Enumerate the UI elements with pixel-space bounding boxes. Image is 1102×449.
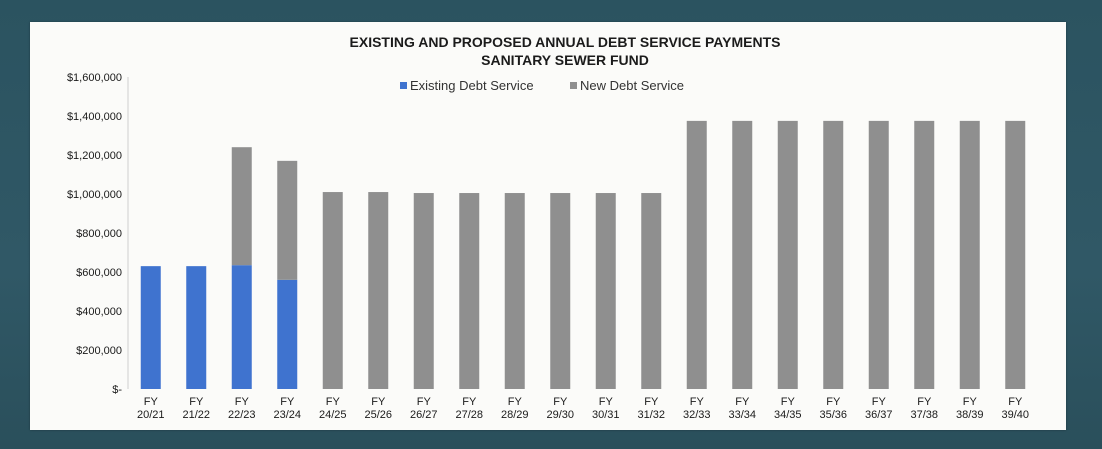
y-tick-label: $600,000 bbox=[76, 267, 122, 279]
bar-new-debt-service bbox=[504, 193, 525, 389]
x-axis: FY 20/21 FY 21/22 FY 22/23 FY 23/24 FY 24/25 FY 25/… bbox=[137, 396, 1029, 421]
bar-new-debt-service bbox=[277, 160, 298, 280]
x-tick-label: FY 26/27 bbox=[410, 396, 438, 421]
bar-new-debt-service bbox=[641, 193, 662, 389]
chart-legend: Existing Debt Service New Debt Service bbox=[400, 78, 684, 93]
x-tick-label: FY 20/21 bbox=[137, 396, 165, 421]
x-tick-label: FY 29/30 bbox=[546, 396, 574, 421]
chart-paper: EXISTING AND PROPOSED ANNUAL DEBT SERVIC… bbox=[30, 22, 1066, 430]
x-tick-label: FY 35/36 bbox=[819, 396, 847, 421]
legend-label-new: New Debt Service bbox=[580, 78, 684, 93]
bar-new-debt-service bbox=[777, 120, 798, 389]
y-axis: $- $200,000 $400,000 $600,000 $800,000 $1,000… bbox=[67, 72, 129, 396]
x-tick-label: FY 21/22 bbox=[182, 396, 210, 421]
legend-swatch-existing bbox=[400, 82, 407, 89]
x-tick-label: FY 28/29 bbox=[501, 396, 529, 421]
bar-new-debt-service bbox=[686, 120, 707, 389]
bar-new-debt-service bbox=[550, 193, 571, 389]
bar-new-debt-service bbox=[595, 193, 616, 389]
bar-new-debt-service bbox=[959, 120, 980, 389]
bar-new-debt-service bbox=[868, 120, 889, 389]
chart-subtitle: SANITARY SEWER FUND bbox=[481, 52, 649, 68]
y-tick-label: $1,000,000 bbox=[67, 189, 122, 201]
y-tick-label: $1,200,000 bbox=[67, 150, 122, 162]
x-tick-label: FY 23/24 bbox=[273, 396, 301, 421]
bar-existing-debt-service bbox=[140, 266, 161, 389]
bar-existing-debt-service bbox=[231, 265, 252, 389]
x-tick-label: FY 33/34 bbox=[728, 396, 756, 421]
x-tick-label: FY 39/40 bbox=[1001, 396, 1029, 421]
x-tick-label: FY 30/31 bbox=[592, 396, 620, 421]
bar-new-debt-service bbox=[368, 192, 389, 389]
bars-group bbox=[140, 120, 1026, 389]
bar-new-debt-service bbox=[231, 147, 252, 266]
x-tick-label: FY 27/28 bbox=[455, 396, 483, 421]
x-tick-label: FY 36/37 bbox=[865, 396, 893, 421]
y-tick-label: $1,600,000 bbox=[67, 72, 122, 84]
debt-service-chart: EXISTING AND PROPOSED ANNUAL DEBT SERVIC… bbox=[67, 34, 1029, 421]
y-tick-label: $200,000 bbox=[76, 345, 122, 357]
bar-new-debt-service bbox=[459, 193, 480, 389]
x-tick-label: FY 34/35 bbox=[774, 396, 802, 421]
legend-label-existing: Existing Debt Service bbox=[410, 78, 534, 93]
legend-swatch-new bbox=[570, 82, 577, 89]
bar-new-debt-service bbox=[1005, 120, 1026, 389]
x-tick-label: FY 24/25 bbox=[319, 396, 347, 421]
y-tick-label: $400,000 bbox=[76, 306, 122, 318]
bar-existing-debt-service bbox=[277, 279, 298, 389]
x-tick-label: FY 22/23 bbox=[228, 396, 256, 421]
y-tick-label: $800,000 bbox=[76, 228, 122, 240]
x-tick-label: FY 31/32 bbox=[637, 396, 665, 421]
y-tick-label: $- bbox=[112, 384, 122, 396]
x-tick-label: FY 38/39 bbox=[956, 396, 984, 421]
x-tick-label: FY 37/38 bbox=[910, 396, 938, 421]
x-tick-label: FY 25/26 bbox=[364, 396, 392, 421]
bar-new-debt-service bbox=[914, 120, 935, 389]
bar-new-debt-service bbox=[413, 193, 434, 389]
y-tick-label: $1,400,000 bbox=[67, 111, 122, 123]
bar-new-debt-service bbox=[732, 120, 753, 389]
chart-title: EXISTING AND PROPOSED ANNUAL DEBT SERVIC… bbox=[350, 34, 781, 50]
bar-new-debt-service bbox=[823, 120, 844, 389]
bar-existing-debt-service bbox=[186, 266, 207, 389]
bar-new-debt-service bbox=[322, 192, 343, 389]
x-tick-label: FY 32/33 bbox=[683, 396, 711, 421]
